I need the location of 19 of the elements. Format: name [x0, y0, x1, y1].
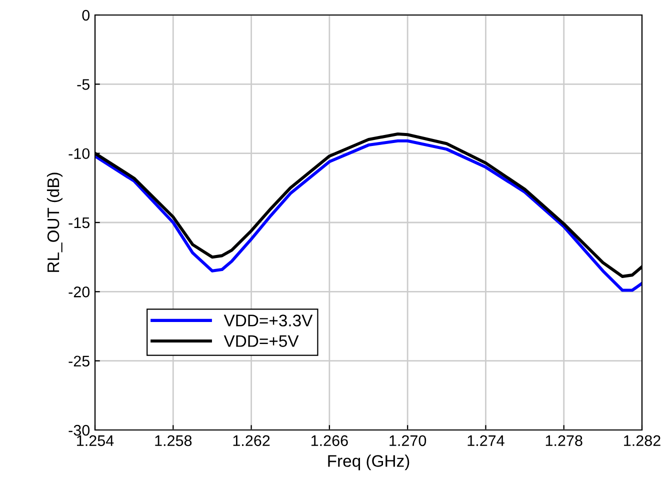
x-tick-label: 1.254: [77, 435, 114, 446]
x-axis-title: Freq (GHz): [328, 454, 410, 470]
x-tick-label: 1.278: [546, 435, 582, 446]
y-tick-label: -20: [68, 286, 90, 298]
legend-label: VDD=+3.3V: [224, 314, 313, 326]
y-tick-label: -30: [68, 424, 90, 436]
legend-label: VDD=+5V: [224, 335, 299, 347]
x-tick-label: 1.262: [233, 435, 270, 446]
x-tick-label: 1.282: [624, 435, 660, 446]
x-tick-label: 1.258: [155, 435, 192, 446]
x-tick-label: 1.266: [311, 435, 348, 446]
y-tick-label: -25: [68, 356, 90, 367]
y-tick-label: -10: [68, 148, 90, 160]
x-tick-label: 1.274: [468, 435, 504, 446]
y-tick-label: 0: [82, 10, 90, 21]
x-tick-label: 1.270: [390, 435, 426, 446]
y-tick-label: -5: [77, 79, 90, 90]
y-tick-label: -15: [68, 218, 90, 228]
y-axis-title: RL_OUT (dB): [46, 172, 62, 272]
